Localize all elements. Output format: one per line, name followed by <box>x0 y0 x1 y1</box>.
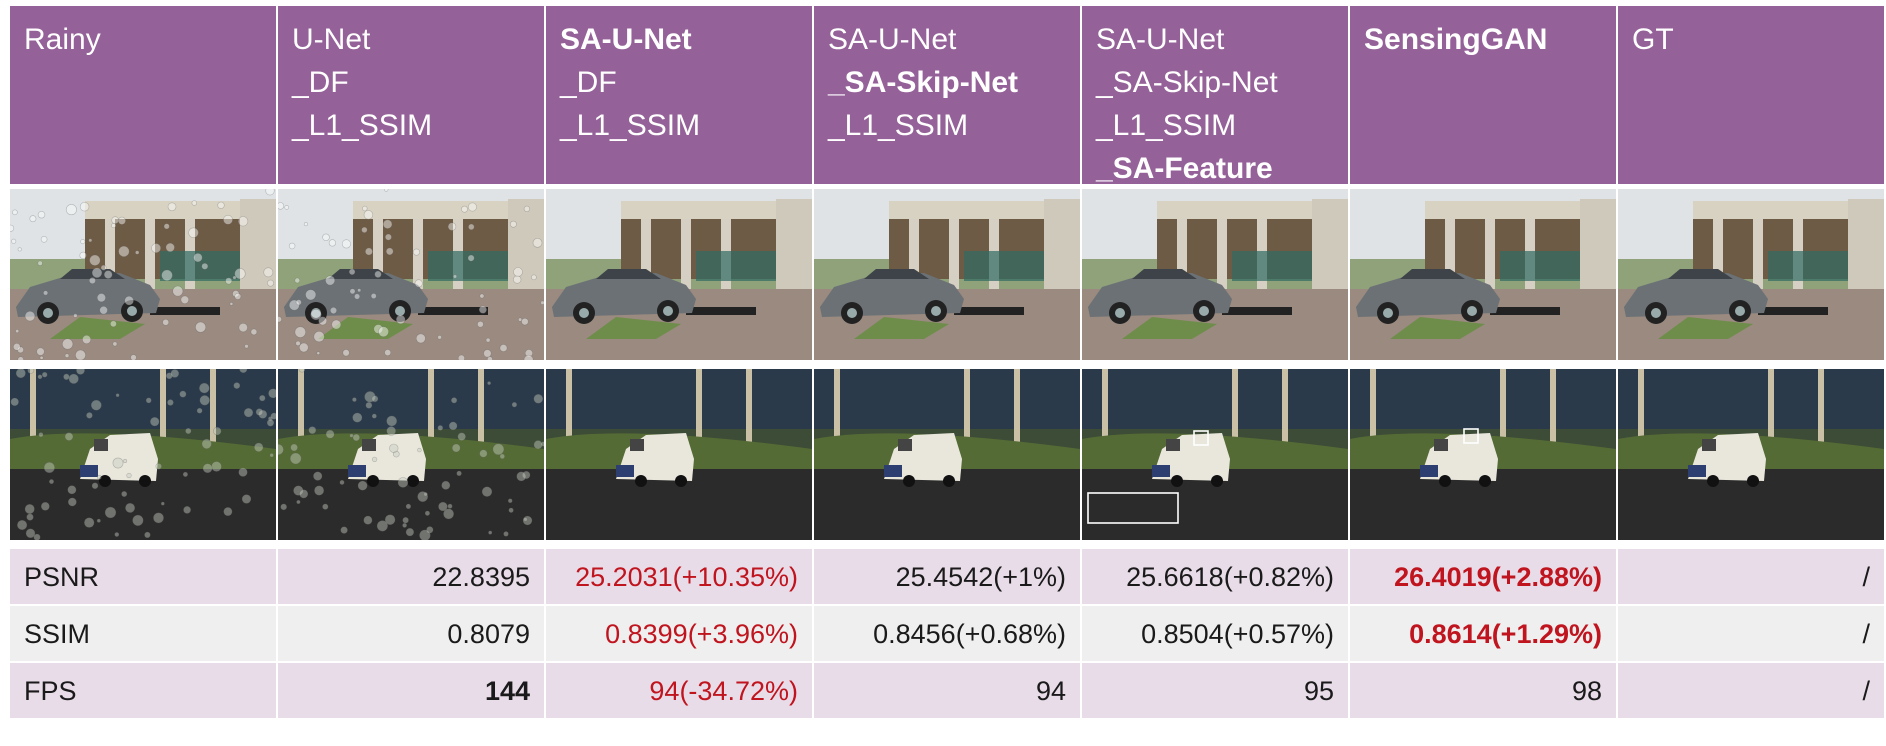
header-unet-df-l1-ssim: U-Net _DF _L1_SSIM <box>278 6 544 184</box>
header-line: SA-U-Net <box>1096 23 1225 56</box>
header-line: GT <box>1632 23 1674 56</box>
metric-value: 144 <box>278 663 544 720</box>
header-gt: GT <box>1618 6 1884 184</box>
header-line: _SA-Skip-Net <box>828 66 1019 99</box>
van-scene-unet <box>278 369 544 540</box>
van-scene-sa-skip-net <box>814 369 1080 540</box>
metric-value: 0.8504(+0.57%) <box>1082 606 1348 663</box>
metric-value: 0.8456(+0.68%) <box>814 606 1080 663</box>
header-line: _L1_SSIM <box>292 109 433 142</box>
metric-value: / <box>1618 549 1884 606</box>
metric-value: / <box>1618 663 1884 720</box>
header-line: _L1_SSIM <box>1096 109 1237 142</box>
van-scene-sa-feature <box>1082 369 1348 540</box>
header-rainy: Rainy <box>10 6 276 184</box>
header-line: _DF <box>292 66 349 99</box>
car-scene-sa-skip-net <box>814 189 1080 360</box>
comparison-table: Rainy U-Net _DF _L1_SSIM SA-U-Net _DF _L… <box>10 6 1884 720</box>
van-scene-sa-unet <box>546 369 812 540</box>
header-sensinggan: SensingGAN <box>1350 6 1616 184</box>
metric-value: 94 <box>814 663 1080 720</box>
header-sa-unet-sa-feature: SA-U-Net _SA-Skip-Net _L1_SSIM _SA-Featu… <box>1082 6 1348 184</box>
header-line: _SA-Feature <box>1096 152 1273 184</box>
van-scene-rainy <box>10 369 276 540</box>
metric-value: / <box>1618 606 1884 663</box>
metric-value: 95 <box>1082 663 1348 720</box>
header-line: _DF <box>560 66 617 99</box>
metric-value: 22.8395 <box>278 549 544 606</box>
header-line: U-Net <box>292 23 371 56</box>
car-scene-unet <box>278 189 544 360</box>
van-scene-gt <box>1618 369 1884 540</box>
header-line: SA-U-Net <box>560 23 692 56</box>
header-sa-unet-sa-skip-net: SA-U-Net _SA-Skip-Net _L1_SSIM <box>814 6 1080 184</box>
car-scene-sa-feature <box>1082 189 1348 360</box>
header-sa-unet-df-l1-ssim: SA-U-Net _DF _L1_SSIM <box>546 6 812 184</box>
car-scene-rainy <box>10 189 276 360</box>
header-line: SensingGAN <box>1364 23 1548 56</box>
metric-label-psnr: PSNR <box>10 549 276 606</box>
van-scene-sensinggan <box>1350 369 1616 540</box>
metric-value: 0.8614(+1.29%) <box>1350 606 1616 663</box>
metric-label-ssim: SSIM <box>10 606 276 663</box>
metric-value: 25.6618(+0.82%) <box>1082 549 1348 606</box>
metric-value: 0.8399(+3.96%) <box>546 606 812 663</box>
header-line: _SA-Skip-Net <box>1096 66 1278 99</box>
header-line: _L1_SSIM <box>560 109 701 142</box>
metric-value: 25.4542(+1%) <box>814 549 1080 606</box>
car-scene-sensinggan <box>1350 189 1616 360</box>
metric-value: 25.2031(+10.35%) <box>546 549 812 606</box>
header-line: _L1_SSIM <box>828 109 969 142</box>
header-line: Rainy <box>24 23 101 56</box>
metric-value: 98 <box>1350 663 1616 720</box>
header-line: SA-U-Net <box>828 23 957 56</box>
car-scene-sa-unet <box>546 189 812 360</box>
metric-label-fps: FPS <box>10 663 276 720</box>
metric-value: 0.8079 <box>278 606 544 663</box>
metric-value: 26.4019(+2.88%) <box>1350 549 1616 606</box>
car-scene-gt <box>1618 189 1884 360</box>
metric-value: 94(-34.72%) <box>546 663 812 720</box>
